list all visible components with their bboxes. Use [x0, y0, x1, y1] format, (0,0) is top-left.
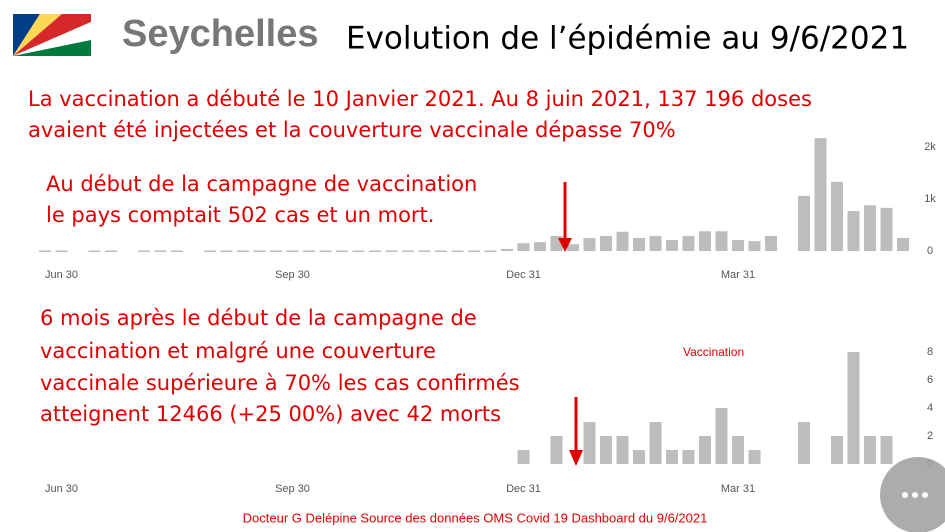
- bar: [831, 436, 843, 464]
- bar: [798, 195, 810, 251]
- slide-title: Evolution de l’épidémie au 9/6/2021: [346, 21, 909, 57]
- bar: [402, 250, 414, 252]
- bar: [715, 408, 728, 464]
- bar: [616, 231, 629, 251]
- bar: [319, 250, 332, 252]
- x-tick-label: Sep 30: [275, 483, 310, 495]
- bar: [864, 436, 876, 464]
- bar: [237, 250, 249, 252]
- x-tick-label: Sep 30: [275, 269, 310, 281]
- x-tick-label: Jun 30: [45, 483, 78, 495]
- y-tick-label: 8: [927, 346, 933, 358]
- paragraph: La vaccination a débuté le 10 Janvier 20…: [28, 87, 812, 111]
- bar: [600, 436, 612, 464]
- bar: [748, 241, 761, 251]
- bar: [699, 231, 711, 251]
- y-tick-label: 2k: [924, 141, 936, 153]
- bar: [303, 250, 315, 252]
- bar: [583, 238, 596, 251]
- bar: [385, 250, 398, 252]
- bar: [220, 250, 233, 252]
- paragraph: Au début de la campagne de vaccination: [46, 172, 477, 196]
- bar: [666, 450, 678, 464]
- paragraph: vaccinale supérieure à 70% les cas confi…: [40, 371, 520, 395]
- bar: [897, 238, 909, 251]
- bar: [798, 422, 810, 464]
- bar: [649, 235, 662, 251]
- bar: [864, 205, 876, 251]
- bar: [633, 450, 645, 464]
- bar: [699, 436, 711, 464]
- bar: [105, 250, 117, 252]
- bar: [567, 244, 579, 251]
- bar: [732, 436, 744, 464]
- bar: [649, 422, 662, 464]
- x-tick-label: Mar 31: [721, 269, 755, 281]
- bar: [517, 243, 530, 251]
- arrows: [558, 182, 583, 466]
- bar: [253, 250, 266, 252]
- bar: [171, 250, 183, 252]
- bar: [534, 242, 546, 251]
- bar: [847, 210, 860, 251]
- paragraph: 6 mois après le début de la campagne de: [40, 306, 477, 330]
- bar: [847, 352, 860, 464]
- bar: [814, 138, 827, 251]
- annotation: Vaccination: [683, 345, 744, 359]
- bar: [55, 250, 68, 252]
- bar: [633, 238, 645, 251]
- x-tick-label: Dec 31: [506, 269, 541, 281]
- y-tick-label: 0: [927, 245, 933, 257]
- bar: [880, 207, 893, 251]
- bar: [682, 235, 695, 251]
- bar: [468, 250, 480, 252]
- bar: [352, 250, 365, 252]
- bar: [451, 250, 464, 252]
- y-tick-label: 6: [927, 374, 933, 386]
- x-tick-label: Dec 31: [506, 483, 541, 495]
- paragraph: vaccination et malgré une couverture: [40, 339, 436, 363]
- y-tick-label: 4: [927, 402, 933, 414]
- bar: [484, 250, 497, 252]
- bar: [748, 450, 761, 464]
- bar: [682, 450, 695, 464]
- bar: [138, 250, 150, 252]
- y-tick-label: 2: [927, 430, 933, 442]
- bar: [286, 250, 299, 252]
- bar: [880, 436, 893, 464]
- bar: [666, 240, 678, 251]
- bar: [204, 250, 216, 252]
- bar: [732, 240, 744, 251]
- bar: [616, 436, 629, 464]
- bar: [583, 422, 596, 464]
- bar: [501, 248, 513, 251]
- x-tick-label: Mar 31: [721, 483, 755, 495]
- bar: [517, 450, 530, 464]
- bar: [765, 235, 777, 251]
- bar: [550, 436, 563, 464]
- bar: [154, 250, 167, 252]
- footer: Docteur G Delépine Source des données OM…: [243, 510, 708, 525]
- flag: [13, 14, 91, 56]
- y-tick-label: 1k: [924, 193, 936, 205]
- bar: [88, 250, 101, 252]
- chat-bubble[interactable]: [880, 457, 945, 532]
- bar: [270, 250, 282, 252]
- paragraph: avaient été injectées et la couverture v…: [28, 118, 676, 142]
- bar: [418, 250, 431, 252]
- paragraph: le pays comptait 502 cas et un mort.: [46, 203, 434, 227]
- x-tick-label: Jun 30: [45, 269, 78, 281]
- bar: [715, 231, 728, 251]
- paragraph: atteignent 12466 (+25 00%) avec 42 morts: [40, 402, 501, 426]
- bar: [435, 250, 447, 252]
- bar: [336, 250, 348, 252]
- bar: [369, 250, 381, 252]
- logo-text: Seychelles: [122, 13, 318, 55]
- bar: [600, 235, 612, 251]
- bar: [831, 181, 843, 251]
- bar: [39, 250, 51, 252]
